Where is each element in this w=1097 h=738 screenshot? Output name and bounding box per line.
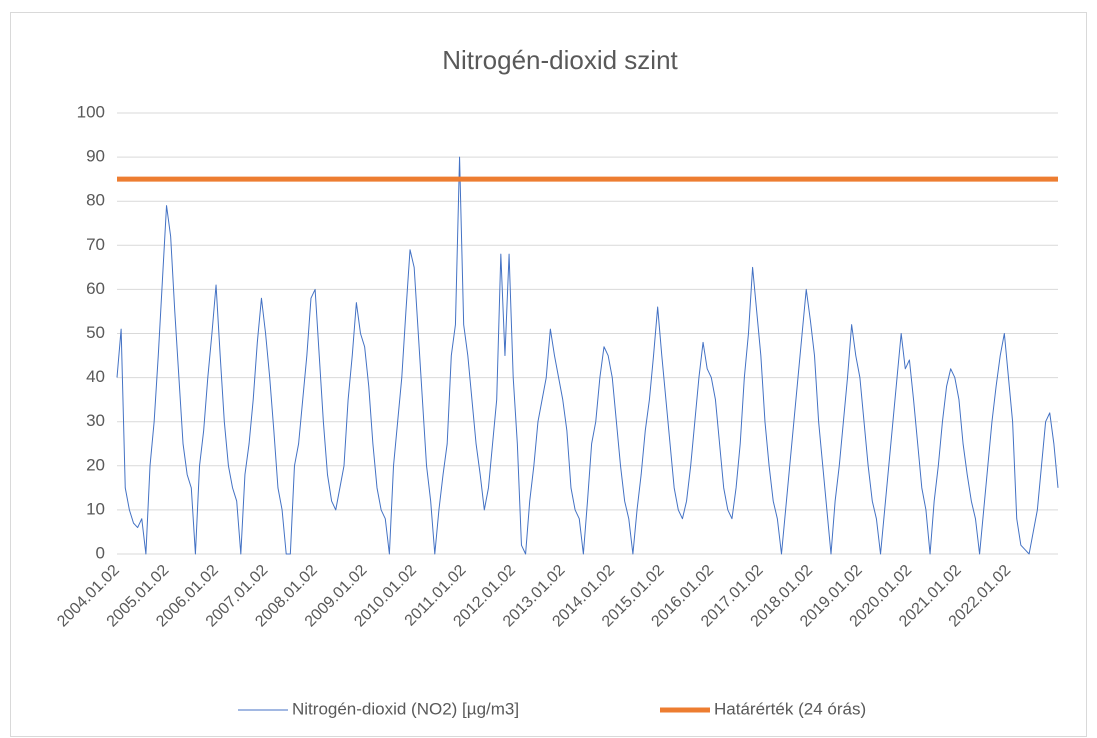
y-tick-label: 10 [86,499,105,518]
y-tick-label: 60 [86,279,105,298]
y-tick-label: 30 [86,411,105,430]
legend-label: Nitrogén-dioxid (NO2) [µg/m3] [292,699,519,718]
y-tick-label: 40 [86,367,105,386]
data-line [116,156,1059,555]
y-tick-label: 50 [86,323,105,342]
chart-title: Nitrogén-dioxid szint [442,45,678,75]
y-tick-label: 80 [86,191,105,210]
y-tick-label: 70 [86,235,105,254]
chart-border [10,12,1087,737]
y-tick-label: 20 [86,455,105,474]
y-tick-label: 0 [96,543,105,562]
y-tick-label: 90 [86,147,105,166]
legend-label: Határérték (24 órás) [714,699,866,718]
y-tick-label: 100 [77,102,105,121]
